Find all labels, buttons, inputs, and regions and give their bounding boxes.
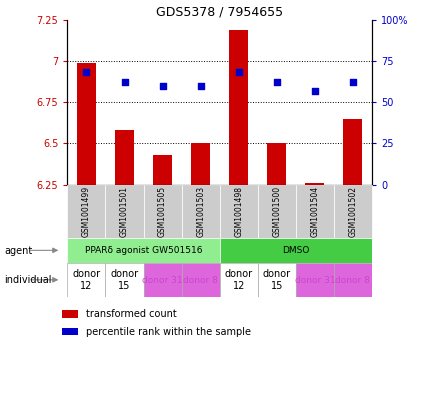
Bar — [305, 183, 324, 185]
Bar — [219, 185, 257, 238]
Bar — [266, 143, 286, 185]
Text: donor
15: donor 15 — [110, 269, 138, 291]
Text: GSM1001499: GSM1001499 — [82, 185, 91, 237]
Point — [121, 79, 128, 86]
Point — [311, 88, 318, 94]
Bar — [333, 263, 371, 297]
Bar — [67, 263, 105, 297]
Bar — [295, 263, 333, 297]
Bar — [229, 29, 248, 185]
Bar — [191, 143, 210, 185]
Bar — [342, 119, 362, 185]
Bar — [295, 185, 333, 238]
Text: percentile rank within the sample: percentile rank within the sample — [86, 327, 250, 337]
Bar — [67, 185, 105, 238]
Text: DMSO: DMSO — [282, 246, 309, 255]
Bar — [143, 185, 181, 238]
Text: GSM1001502: GSM1001502 — [348, 186, 357, 237]
Bar — [153, 155, 172, 185]
Text: donor 31: donor 31 — [294, 275, 334, 285]
Text: PPARδ agonist GW501516: PPARδ agonist GW501516 — [85, 246, 202, 255]
Bar — [219, 263, 257, 297]
Text: donor 8: donor 8 — [335, 275, 369, 285]
Bar — [62, 328, 78, 335]
Bar — [257, 185, 295, 238]
Point — [83, 69, 90, 75]
Bar — [181, 185, 219, 238]
Point — [159, 83, 166, 89]
Bar — [67, 238, 219, 263]
Text: donor 31: donor 31 — [142, 275, 182, 285]
Text: GSM1001504: GSM1001504 — [309, 185, 319, 237]
Text: transformed count: transformed count — [86, 309, 177, 320]
Point — [235, 69, 242, 75]
Bar — [105, 185, 143, 238]
Text: GSM1001500: GSM1001500 — [272, 185, 281, 237]
Text: donor 8: donor 8 — [183, 275, 217, 285]
Text: GSM1001501: GSM1001501 — [120, 186, 129, 237]
Title: GDS5378 / 7954655: GDS5378 / 7954655 — [156, 6, 283, 18]
Text: donor
12: donor 12 — [72, 269, 100, 291]
Bar — [181, 263, 219, 297]
Bar — [77, 62, 96, 185]
Text: donor
12: donor 12 — [224, 269, 252, 291]
Text: GSM1001505: GSM1001505 — [158, 185, 167, 237]
Bar — [115, 130, 134, 185]
Text: GSM1001498: GSM1001498 — [233, 186, 243, 237]
Bar — [143, 263, 181, 297]
Point — [273, 79, 279, 86]
Point — [349, 79, 355, 86]
Bar — [333, 185, 371, 238]
Point — [197, 83, 204, 89]
Bar — [257, 263, 295, 297]
Bar — [219, 238, 371, 263]
Text: GSM1001503: GSM1001503 — [196, 185, 205, 237]
Bar — [105, 263, 143, 297]
Bar — [62, 310, 78, 318]
Text: agent: agent — [4, 246, 33, 255]
Text: donor
15: donor 15 — [262, 269, 290, 291]
Text: individual: individual — [4, 275, 52, 285]
